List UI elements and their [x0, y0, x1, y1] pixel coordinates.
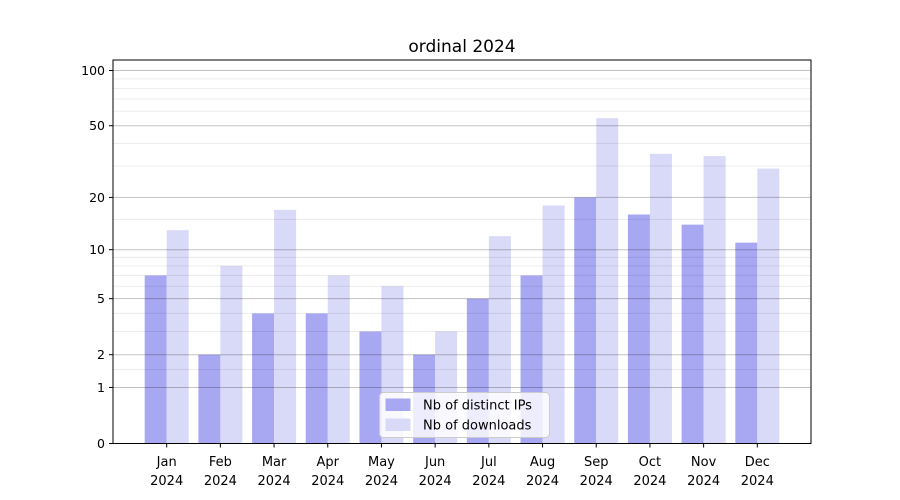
y-tick-label: 10 — [89, 242, 105, 257]
bar-downloads-nov — [703, 156, 726, 444]
x-tick-label-year: 2024 — [365, 474, 398, 489]
gridlines-layer — [113, 69, 811, 388]
x-tick-label-year: 2024 — [258, 474, 291, 489]
x-tick-label-month: Mar — [262, 455, 287, 470]
legend: Nb of distinct IPs Nb of downloads — [379, 392, 550, 438]
bar-ips-nov — [681, 224, 704, 444]
x-tick-label-month: Jul — [480, 455, 497, 470]
bar-ips-dec — [735, 242, 758, 444]
x-tick-label-year: 2024 — [311, 474, 344, 489]
bar-downloads-mar — [274, 209, 297, 444]
bar-downloads-sep — [596, 118, 619, 444]
x-tick-label-year: 2024 — [419, 474, 452, 489]
y-tick-label: 1 — [97, 380, 105, 395]
x-tick-label-year: 2024 — [150, 474, 183, 489]
y-tick-label: 20 — [89, 190, 105, 205]
bar-downloads-oct — [649, 153, 672, 444]
x-tick-label-month: Feb — [209, 455, 232, 470]
x-tick-label-year: 2024 — [633, 474, 666, 489]
legend-label-downloads: Nb of downloads — [423, 419, 532, 434]
x-tick-label-month: Nov — [691, 455, 717, 470]
y-tick-label: 50 — [89, 118, 105, 133]
bar-ips-may — [359, 331, 382, 444]
x-tick-label-month: Aug — [530, 455, 555, 470]
bar-ips-jan — [144, 275, 167, 444]
bar-ips-mar — [252, 313, 275, 444]
chart-title: ordinal 2024 — [408, 37, 515, 57]
x-tick-label-year: 2024 — [204, 474, 237, 489]
legend-box — [379, 392, 550, 438]
x-tick-label-year: 2024 — [580, 474, 613, 489]
bar-downloads-apr — [327, 275, 350, 444]
x-tick-label-month: May — [368, 455, 395, 470]
x-tick-label-month: Jan — [156, 455, 177, 470]
bar-ips-oct — [627, 214, 650, 444]
bar-ips-apr — [305, 313, 328, 444]
legend-swatch-distinct-ips — [385, 398, 411, 411]
bar-downloads-dec — [757, 168, 780, 444]
y-tick-label: 5 — [97, 291, 105, 306]
axes-layer: 0 1 2 5 10 20 50 100 Jan 2024 Feb 2024 Mar 2024 Apr 202… — [81, 63, 774, 489]
x-tick-label-month: Dec — [745, 455, 770, 470]
x-tick-label-month: Jun — [424, 455, 445, 470]
plot-frame — [112, 59, 812, 444]
legend-label-distinct-ips: Nb of distinct IPs — [423, 399, 532, 414]
x-tick-label-month: Apr — [317, 455, 340, 470]
y-tick-label: 0 — [97, 436, 105, 451]
x-tick-label-year: 2024 — [741, 474, 774, 489]
bar-downloads-aug — [542, 205, 565, 444]
legend-swatch-downloads — [385, 418, 411, 431]
bar-downloads-feb — [220, 265, 243, 444]
bar-ips-feb — [198, 354, 221, 444]
y-tick-label: 2 — [97, 347, 105, 362]
x-tick-label-month: Sep — [584, 455, 609, 470]
y-tick-label: 100 — [81, 63, 105, 78]
bar-ips-sep — [574, 197, 597, 444]
bar-downloads-jul — [488, 236, 511, 444]
bar-downloads-jan — [166, 230, 189, 444]
x-tick-label-month: Oct — [639, 455, 661, 470]
x-tick-label-year: 2024 — [687, 474, 720, 489]
x-tick-label-year: 2024 — [472, 474, 505, 489]
x-tick-label-year: 2024 — [526, 474, 559, 489]
